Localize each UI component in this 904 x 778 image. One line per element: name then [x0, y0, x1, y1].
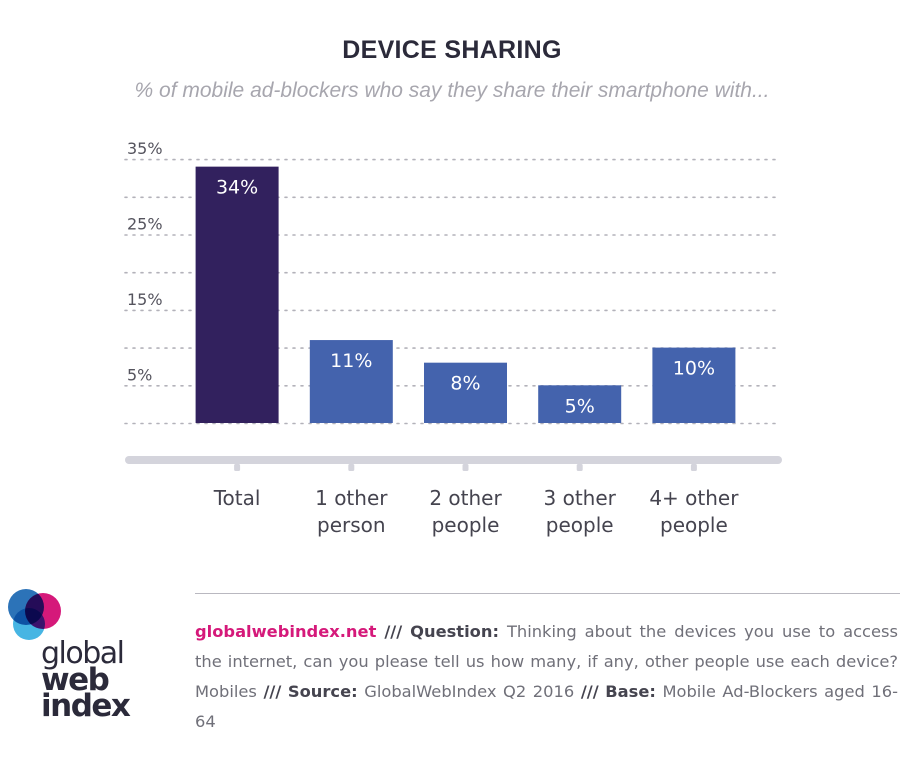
- footer-question-text: Thinking about the devices you use to ac…: [195, 622, 898, 701]
- category-label: 3 other: [544, 486, 617, 510]
- bar-value-label: 10%: [673, 358, 715, 380]
- x-tick-mark: [462, 464, 469, 471]
- footer-note: globalwebindex.net /// Question: Thinkin…: [195, 617, 898, 737]
- logo-wordmark: global web index: [41, 636, 171, 725]
- bar-value-labels: 34% 11% 8% 5% 10%: [216, 177, 715, 418]
- x-tick-mark: [234, 464, 241, 471]
- category-labels: Total 1 other person 2 other people 3 other pe…: [213, 486, 739, 537]
- logo-word-web: web: [41, 661, 110, 698]
- footer-divider: [195, 593, 900, 594]
- x-axis-line: [125, 456, 782, 464]
- chart-subtitle: % of mobile ad-blockers who say they sha…: [134, 79, 770, 102]
- footer-site-link[interactable]: globalwebindex.net: [195, 622, 377, 641]
- x-tick-mark: [690, 464, 697, 471]
- bar-value-label: 8%: [450, 373, 480, 395]
- bar: [309, 340, 393, 423]
- category-label: Total: [213, 486, 261, 510]
- bar-value-label: 34%: [216, 177, 258, 199]
- y-tick-label: 5%: [127, 365, 152, 384]
- category-label: person: [317, 513, 386, 537]
- category-label: 1 other: [315, 486, 388, 510]
- bar-value-label: 5%: [565, 395, 595, 417]
- category-label: 4+ other: [649, 486, 739, 510]
- bars: [195, 166, 736, 423]
- y-axis-ticks: 35% 25% 15% 5%: [127, 139, 163, 384]
- footer-separator: ///: [263, 682, 282, 701]
- category-label: people: [546, 513, 614, 537]
- bar-chart: 35% 25% 15% 5% 34% 11% 8% 5% 10% Total 1 other pe…: [124, 139, 782, 537]
- y-tick-label: 35%: [127, 139, 163, 158]
- bar: [195, 166, 279, 423]
- logo-word-global: global: [41, 636, 125, 671]
- footer-source-text: GlobalWebIndex Q2 2016: [364, 682, 575, 701]
- footer-source-label: Source:: [287, 682, 358, 701]
- bar: [538, 385, 622, 423]
- logo-word-index: index: [41, 688, 131, 725]
- x-axis-ticks: [234, 464, 697, 471]
- bar: [424, 362, 507, 423]
- footer-base-label: Base:: [605, 682, 656, 701]
- bar-value-label: 11%: [330, 350, 372, 372]
- bar: [652, 347, 736, 423]
- y-tick-label: 25%: [127, 215, 163, 234]
- footer-separator: ///: [384, 622, 403, 641]
- globalwebindex-logo-icon: [8, 589, 61, 640]
- footer-question-label: Question:: [410, 622, 499, 641]
- category-label: 2 other: [429, 486, 502, 510]
- footer-separator: ///: [580, 682, 599, 701]
- category-label: people: [432, 513, 500, 537]
- footer-base-text: Mobile Ad-Blockers aged 16-64: [195, 682, 898, 731]
- x-tick-mark: [348, 464, 355, 471]
- chart-title: DEVICE SHARING: [342, 36, 562, 64]
- category-label: people: [660, 513, 728, 537]
- y-tick-label: 15%: [127, 290, 163, 309]
- x-tick-mark: [576, 464, 583, 471]
